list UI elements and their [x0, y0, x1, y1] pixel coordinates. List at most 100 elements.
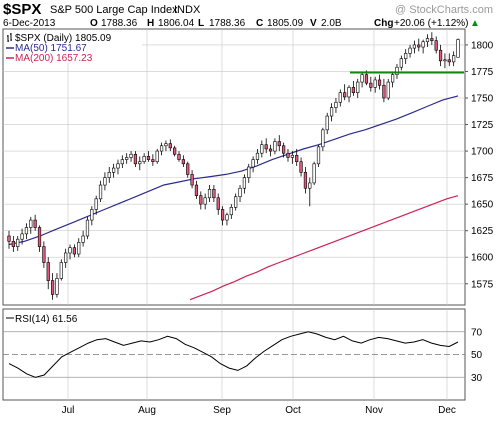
- candle: [456, 38, 460, 58]
- price-y-tick-label: 1800: [471, 40, 494, 51]
- candle: [216, 193, 220, 215]
- candle: [116, 159, 120, 175]
- candle: [98, 180, 103, 203]
- candle: [238, 185, 242, 203]
- candle: [68, 244, 72, 260]
- candle: [277, 135, 281, 152]
- candle: [234, 193, 238, 211]
- ma200-line: [189, 195, 459, 301]
- ohlc-key: C: [256, 18, 263, 29]
- price-y-tick-label: 1700: [471, 147, 494, 158]
- candle: [50, 273, 55, 300]
- candle: [308, 177, 312, 207]
- candle: [321, 127, 325, 152]
- candle: [55, 273, 59, 298]
- candle: [229, 204, 233, 220]
- ma50-line: [8, 95, 459, 246]
- candle: [338, 89, 342, 107]
- candle: [391, 71, 395, 88]
- candle: [220, 206, 225, 226]
- candle: [264, 138, 268, 154]
- candle: [303, 167, 308, 194]
- ohlc-row: O 1788.36 H 1806.04 L 1788.36 C 1805.09 V 2.0B: [90, 18, 342, 29]
- ohlc-value: 1788.36: [101, 18, 138, 29]
- ohlc-key: H: [147, 18, 154, 29]
- candle: [64, 248, 68, 268]
- candle: [325, 112, 329, 135]
- candle: [203, 193, 207, 210]
- candle: [395, 64, 399, 79]
- candle: [138, 156, 142, 171]
- candle: [408, 44, 412, 58]
- legend-item-ma200: MA(200) 1657.23: [6, 53, 93, 64]
- rsi-x-tick-label: Oct: [285, 405, 301, 416]
- candle: [438, 44, 443, 67]
- candle: [282, 142, 286, 158]
- candle: [72, 244, 76, 258]
- candle: [425, 34, 430, 48]
- legend-price-text: $SPX (Daily) 1805.09: [15, 33, 112, 44]
- ohlc-key: O: [90, 18, 98, 29]
- candle: [155, 148, 159, 164]
- rsi-x-tick-label: Sep: [213, 405, 231, 416]
- candle: [443, 53, 447, 69]
- candle: [11, 236, 15, 252]
- rsi-x-tick-label: Jul: [62, 405, 75, 416]
- candle: [273, 138, 277, 155]
- candle: [85, 216, 90, 240]
- candle: [347, 85, 351, 103]
- candle: [142, 153, 146, 164]
- candle: [260, 140, 264, 158]
- legend-ma200-text: MA(200) 1657.23: [15, 53, 93, 64]
- candle: [90, 206, 94, 226]
- candle: [299, 157, 303, 177]
- ohlc-value: 1806.04: [158, 18, 195, 29]
- candle: [120, 155, 124, 169]
- candle: [268, 144, 273, 157]
- candle: [81, 230, 85, 247]
- candle: [212, 185, 216, 203]
- quote-date: 6-Dec-2013: [3, 18, 56, 29]
- candle: [373, 76, 377, 93]
- candle: [20, 228, 24, 245]
- rsi-x-tick-label: Aug: [138, 405, 156, 416]
- rsi-y-axis: 30 50 70: [471, 327, 483, 384]
- candle: [129, 151, 133, 162]
- candle: [255, 148, 260, 164]
- change-up-icon: ▲: [470, 18, 480, 29]
- rsi-y-tick-label: 70: [471, 327, 483, 338]
- candle: [146, 151, 151, 162]
- exchange-label: INDX: [174, 4, 201, 16]
- candle: [377, 74, 382, 90]
- candle: [242, 174, 247, 194]
- candles-layer: [7, 32, 460, 300]
- legend-item-price: $SPX (Daily) 1805.09: [7, 33, 112, 44]
- candle: [59, 259, 63, 281]
- candle: [173, 145, 177, 157]
- candle: [159, 142, 164, 156]
- rsi-y-tick-label: 50: [471, 350, 483, 361]
- candle: [103, 172, 107, 191]
- candle: [37, 225, 42, 252]
- candle: [399, 55, 403, 71]
- ohlc-value: 2.0B: [321, 18, 342, 29]
- candle: [168, 139, 172, 152]
- candle: [386, 78, 390, 101]
- candle: [225, 212, 229, 226]
- price-y-tick-label: 1750: [471, 94, 494, 105]
- price-y-tick-label: 1575: [471, 279, 494, 290]
- candle: [199, 191, 203, 210]
- ohlc-value: 1805.09: [267, 18, 304, 29]
- candle: [421, 39, 425, 54]
- candlestick-icon: [7, 33, 12, 42]
- candle: [125, 153, 129, 164]
- candle: [351, 81, 355, 96]
- ohlc-key: V: [310, 18, 317, 29]
- candle: [295, 148, 299, 166]
- candle: [181, 155, 185, 167]
- rsi-x-tick-label: Nov: [365, 405, 383, 416]
- candle: [164, 140, 168, 152]
- rsi-legend-box: [5, 311, 105, 325]
- candle: [207, 185, 212, 203]
